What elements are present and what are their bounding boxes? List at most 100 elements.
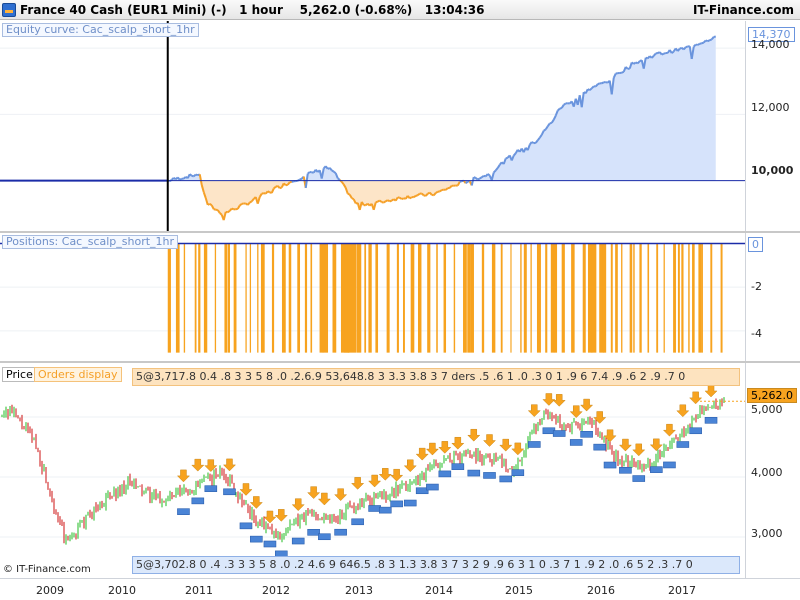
price-panel-label[interactable]: Price xyxy=(2,367,37,382)
sell-order-arrow xyxy=(527,404,541,417)
position-bar xyxy=(224,243,228,353)
sell-order-arrow xyxy=(467,428,481,442)
sell-order-arrow xyxy=(482,434,497,447)
sell-order-arrow xyxy=(593,411,607,424)
position-bar xyxy=(245,243,247,353)
equity-curve-panel[interactable]: Equity curve: Cac_scalp_short_1hr xyxy=(0,21,745,231)
equity-line-segment xyxy=(431,193,435,197)
position-bar xyxy=(375,243,379,353)
time-x-axis[interactable]: 2009 2010 2011 2012 2013 2014 2015 2016 … xyxy=(0,578,800,600)
equity-line-segment xyxy=(210,204,215,210)
equity-line-segment xyxy=(231,207,235,211)
equity-line-segment xyxy=(239,203,243,207)
position-bar xyxy=(647,243,650,353)
equity-line-segment xyxy=(526,144,531,151)
equity-line-segment xyxy=(597,82,601,86)
equity-line-segment xyxy=(249,200,253,204)
sell-order-arrow xyxy=(351,477,365,490)
position-bar xyxy=(530,243,532,353)
equity-line-segment xyxy=(195,173,199,177)
equity-line-segment xyxy=(421,192,425,197)
equity-line-segment xyxy=(429,191,433,196)
equity-line-segment xyxy=(209,203,213,207)
position-bar xyxy=(427,243,431,353)
orders-display-label[interactable]: Orders display xyxy=(34,367,122,382)
position-bar xyxy=(410,243,415,353)
sell-order-arrow xyxy=(176,469,191,483)
equity-tick-10000: 10,000 xyxy=(751,164,794,177)
equity-line-segment xyxy=(365,202,369,206)
sell-order-arrow xyxy=(689,391,703,405)
equity-line-segment xyxy=(328,167,333,171)
equity-line-segment xyxy=(179,177,183,181)
equity-line-segment xyxy=(379,199,383,203)
buy-order-marker xyxy=(426,483,439,491)
equity-line-segment xyxy=(479,176,483,180)
equity-last-value: 14,370 xyxy=(748,27,795,42)
equity-line-segment xyxy=(703,39,707,44)
equity-line-segment xyxy=(494,167,499,172)
sell-order-arrow xyxy=(291,498,305,512)
positions-panel[interactable]: Positions: Cac_scalp_short_1hr xyxy=(0,233,745,361)
last-price-tag: 5,262.0 xyxy=(747,388,797,403)
sell-order-arrow xyxy=(191,458,205,472)
window-title-bar: France 40 Cash (EUR1 Mini) (-) 1 hour 5,… xyxy=(0,0,800,20)
equity-line-segment xyxy=(320,168,325,179)
positions-y-axis[interactable]: 0 -2 -4 xyxy=(745,233,800,361)
copyright-label: © IT-Finance.com xyxy=(3,564,91,575)
positions-panel-label[interactable]: Positions: Cac_scalp_short_1hr xyxy=(2,235,179,249)
sell-order-arrow xyxy=(451,436,465,450)
equity-line-segment xyxy=(399,196,403,200)
equity-line-segment xyxy=(275,184,279,188)
equity-line-segment xyxy=(202,191,207,199)
equity-line-segment xyxy=(709,38,713,42)
sell-order-arrow xyxy=(249,496,263,509)
equity-line-segment xyxy=(610,77,615,95)
equity-line-segment xyxy=(645,56,649,60)
equity-line-segment xyxy=(340,181,345,186)
position-bar xyxy=(288,243,292,353)
equity-line-segment xyxy=(591,85,595,90)
price-y-axis[interactable]: 5,262.0 5,000 4,000 3,000 xyxy=(745,363,800,578)
equity-tick-12000: 12,000 xyxy=(751,101,790,114)
equity-panel-label[interactable]: Equity curve: Cac_scalp_short_1hr xyxy=(2,23,199,37)
sell-order-arrow xyxy=(415,447,429,461)
equity-line-segment xyxy=(176,176,181,181)
sell-order-arrow xyxy=(274,509,288,522)
equity-line-segment xyxy=(477,177,481,181)
x-tick-2012: 2012 xyxy=(262,584,290,597)
position-bar xyxy=(688,243,690,353)
equity-line-segment xyxy=(213,208,217,211)
panel-separator[interactable] xyxy=(0,361,800,363)
sell-order-arrow xyxy=(222,458,237,472)
equity-y-axis[interactable]: 14,370 14,000 12,000 10,000 xyxy=(745,21,800,231)
buy-order-marker xyxy=(663,461,676,469)
equity-line-segment xyxy=(377,199,381,203)
position-bar xyxy=(545,243,548,353)
position-bar xyxy=(591,243,597,353)
equity-line-segment xyxy=(348,194,353,199)
position-bar xyxy=(587,243,593,353)
position-bar xyxy=(356,243,362,353)
equity-line-segment xyxy=(637,60,641,65)
position-bar xyxy=(396,243,399,353)
equity-line-segment xyxy=(415,194,419,197)
position-bar xyxy=(249,243,252,353)
buy-order-marker xyxy=(603,461,617,469)
sell-order-arrow xyxy=(499,438,513,452)
equity-line-segment xyxy=(391,198,395,202)
panel-separator[interactable] xyxy=(0,231,800,233)
sell-order-arrow xyxy=(511,442,525,456)
top-orders-strip[interactable]: 5@3,717.8 0.4 .8 3 3 5 8 .0 .2.6.9 53,64… xyxy=(132,368,740,386)
position-bar xyxy=(582,243,586,353)
price-tick-5000: 5,000 xyxy=(751,403,783,416)
price-panel[interactable]: Price Orders display 5@3,717.8 0.4 .8 3 … xyxy=(0,363,745,578)
equity-line-segment xyxy=(261,192,265,195)
equity-line-segment xyxy=(183,176,187,180)
bottom-orders-strip[interactable]: 5@3,702.8 0 .4 .3 3 3 5 8 .0 .2 4.6 9 64… xyxy=(132,556,740,574)
position-bar xyxy=(500,243,503,353)
position-bar xyxy=(536,243,541,353)
equity-line-segment xyxy=(279,186,283,190)
buy-order-marker xyxy=(334,528,347,536)
equity-line-segment xyxy=(657,51,661,54)
